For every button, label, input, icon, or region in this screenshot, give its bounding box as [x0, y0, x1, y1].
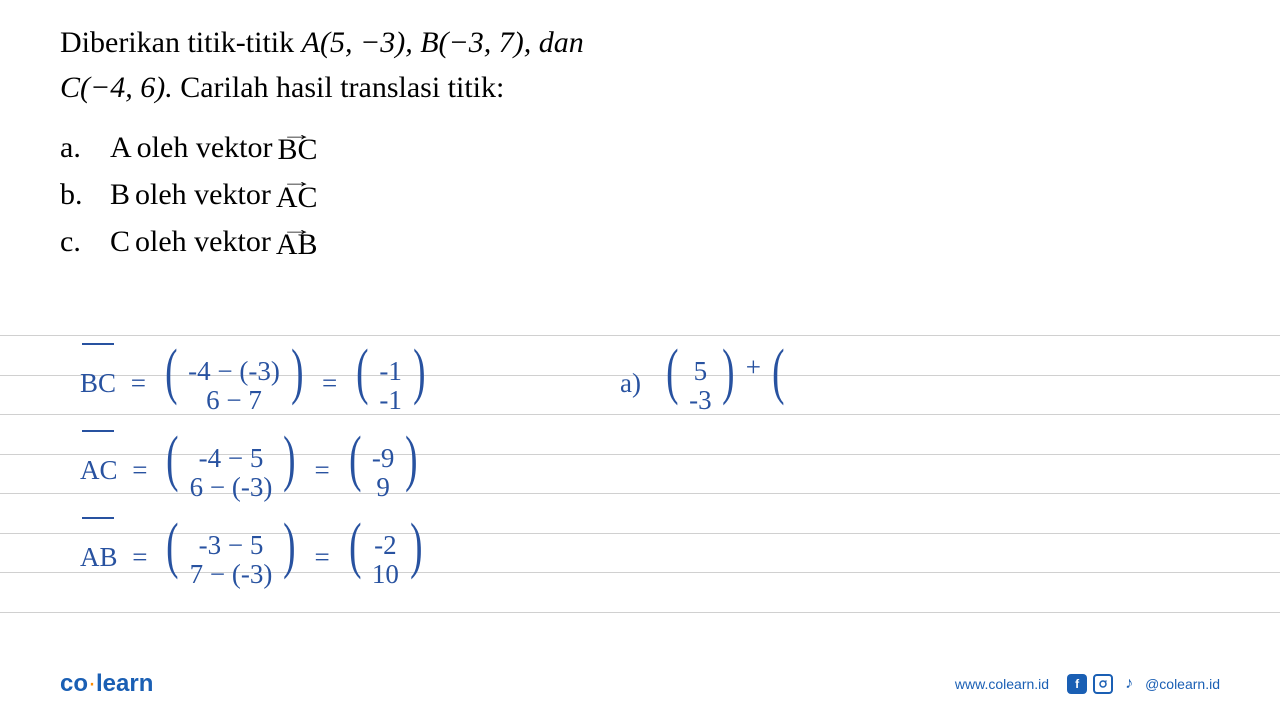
hw-ab-lhs-bot: 7 − (-3) — [190, 560, 273, 588]
logo-learn: learn — [96, 670, 153, 697]
hw-ab-rhs-bot: 10 — [372, 560, 399, 588]
arrow-icon: → — [280, 227, 312, 232]
hw-side-a-plus: + — [746, 352, 761, 382]
footer: co·learn www.colearn.id f ♪ @colearn.id — [60, 670, 1220, 698]
item-c-words: oleh vektor — [135, 225, 271, 259]
logo: co·learn — [60, 670, 153, 698]
item-a-words: oleh vektor — [137, 131, 273, 165]
hw-side-a-top: 5 — [694, 357, 708, 385]
question-line-1: Diberikan titik-titik A(5, −3), B(−3, 7)… — [60, 20, 1220, 65]
item-a: a. A oleh vektor → BC — [60, 128, 1220, 167]
item-b: b. B oleh vektor → AC — [60, 175, 1220, 214]
q2-rest: Carilah hasil translasi titik: — [180, 71, 504, 104]
question-block: Diberikan titik-titik A(5, −3), B(−3, 7)… — [60, 20, 1220, 262]
hw-ac-name: AC — [80, 455, 118, 485]
q1-pre: Diberikan titik-titik — [60, 26, 302, 59]
socials: f ♪ @colearn.id — [1067, 674, 1220, 694]
hw-ac-rhs-bot: 9 — [376, 473, 390, 501]
hw-ab-name: AB — [80, 542, 118, 572]
hw-ab-rhs-top: -2 — [374, 531, 397, 559]
handwriting-layer: BC = ( -4 − (-3) 6 − 7 ) = ( -1 -1 ) a) … — [60, 335, 1220, 566]
instagram-icon — [1093, 674, 1113, 694]
item-c-label: c. — [60, 225, 110, 259]
hw-bc-rhs-bot: -1 — [379, 386, 402, 414]
website-label: www.colearn.id — [955, 676, 1049, 692]
hw-bc-lhs-top: -4 − (-3) — [188, 357, 280, 385]
arrow-icon: → — [280, 179, 312, 184]
hw-side-a: a) ( 5 -3 ) + ( — [620, 345, 788, 414]
tiktok-icon: ♪ — [1119, 674, 1139, 694]
item-b-label: b. — [60, 178, 110, 212]
item-a-label: a. — [60, 131, 110, 165]
arrow-icon: → — [281, 132, 313, 137]
item-a-subject: A — [110, 131, 132, 165]
hw-ab-expr: AB = ( -3 − 5 7 − (-3) ) = ( -2 10 ) — [80, 519, 426, 588]
q2-pre: C(−4, 6). — [60, 71, 180, 104]
facebook-icon: f — [1067, 674, 1087, 694]
hw-ac-lhs-top: -4 − 5 — [199, 444, 264, 472]
q1-points: A(5, −3), B(−3, 7), dan — [302, 26, 584, 59]
hw-bc-rhs-top: -1 — [379, 357, 402, 385]
hw-ac-rhs-top: -9 — [372, 444, 395, 472]
social-handle: @colearn.id — [1145, 676, 1220, 692]
item-c: c. C oleh vektor → AB — [60, 223, 1220, 262]
hw-ab-lhs-top: -3 − 5 — [199, 531, 264, 559]
hw-ac-lhs-bot: 6 − (-3) — [190, 473, 273, 501]
question-line-2: C(−4, 6). Carilah hasil translasi titik: — [60, 65, 1220, 110]
hw-bc-expr: BC = ( -4 − (-3) 6 − 7 ) = ( -1 -1 ) — [80, 345, 429, 414]
logo-co: co — [60, 670, 88, 697]
hw-ac-expr: AC = ( -4 − 5 6 − (-3) ) = ( -9 9 ) — [80, 432, 422, 501]
hw-side-a-label: a) — [620, 368, 641, 398]
logo-dot-icon: · — [88, 670, 96, 697]
item-b-subject: B — [110, 178, 130, 212]
item-c-subject: C — [110, 225, 130, 259]
hw-bc-lhs-bot: 6 − 7 — [206, 386, 262, 414]
hw-bc-name: BC — [80, 368, 116, 398]
hw-side-a-bot: -3 — [689, 386, 712, 414]
item-b-words: oleh vektor — [135, 178, 271, 212]
